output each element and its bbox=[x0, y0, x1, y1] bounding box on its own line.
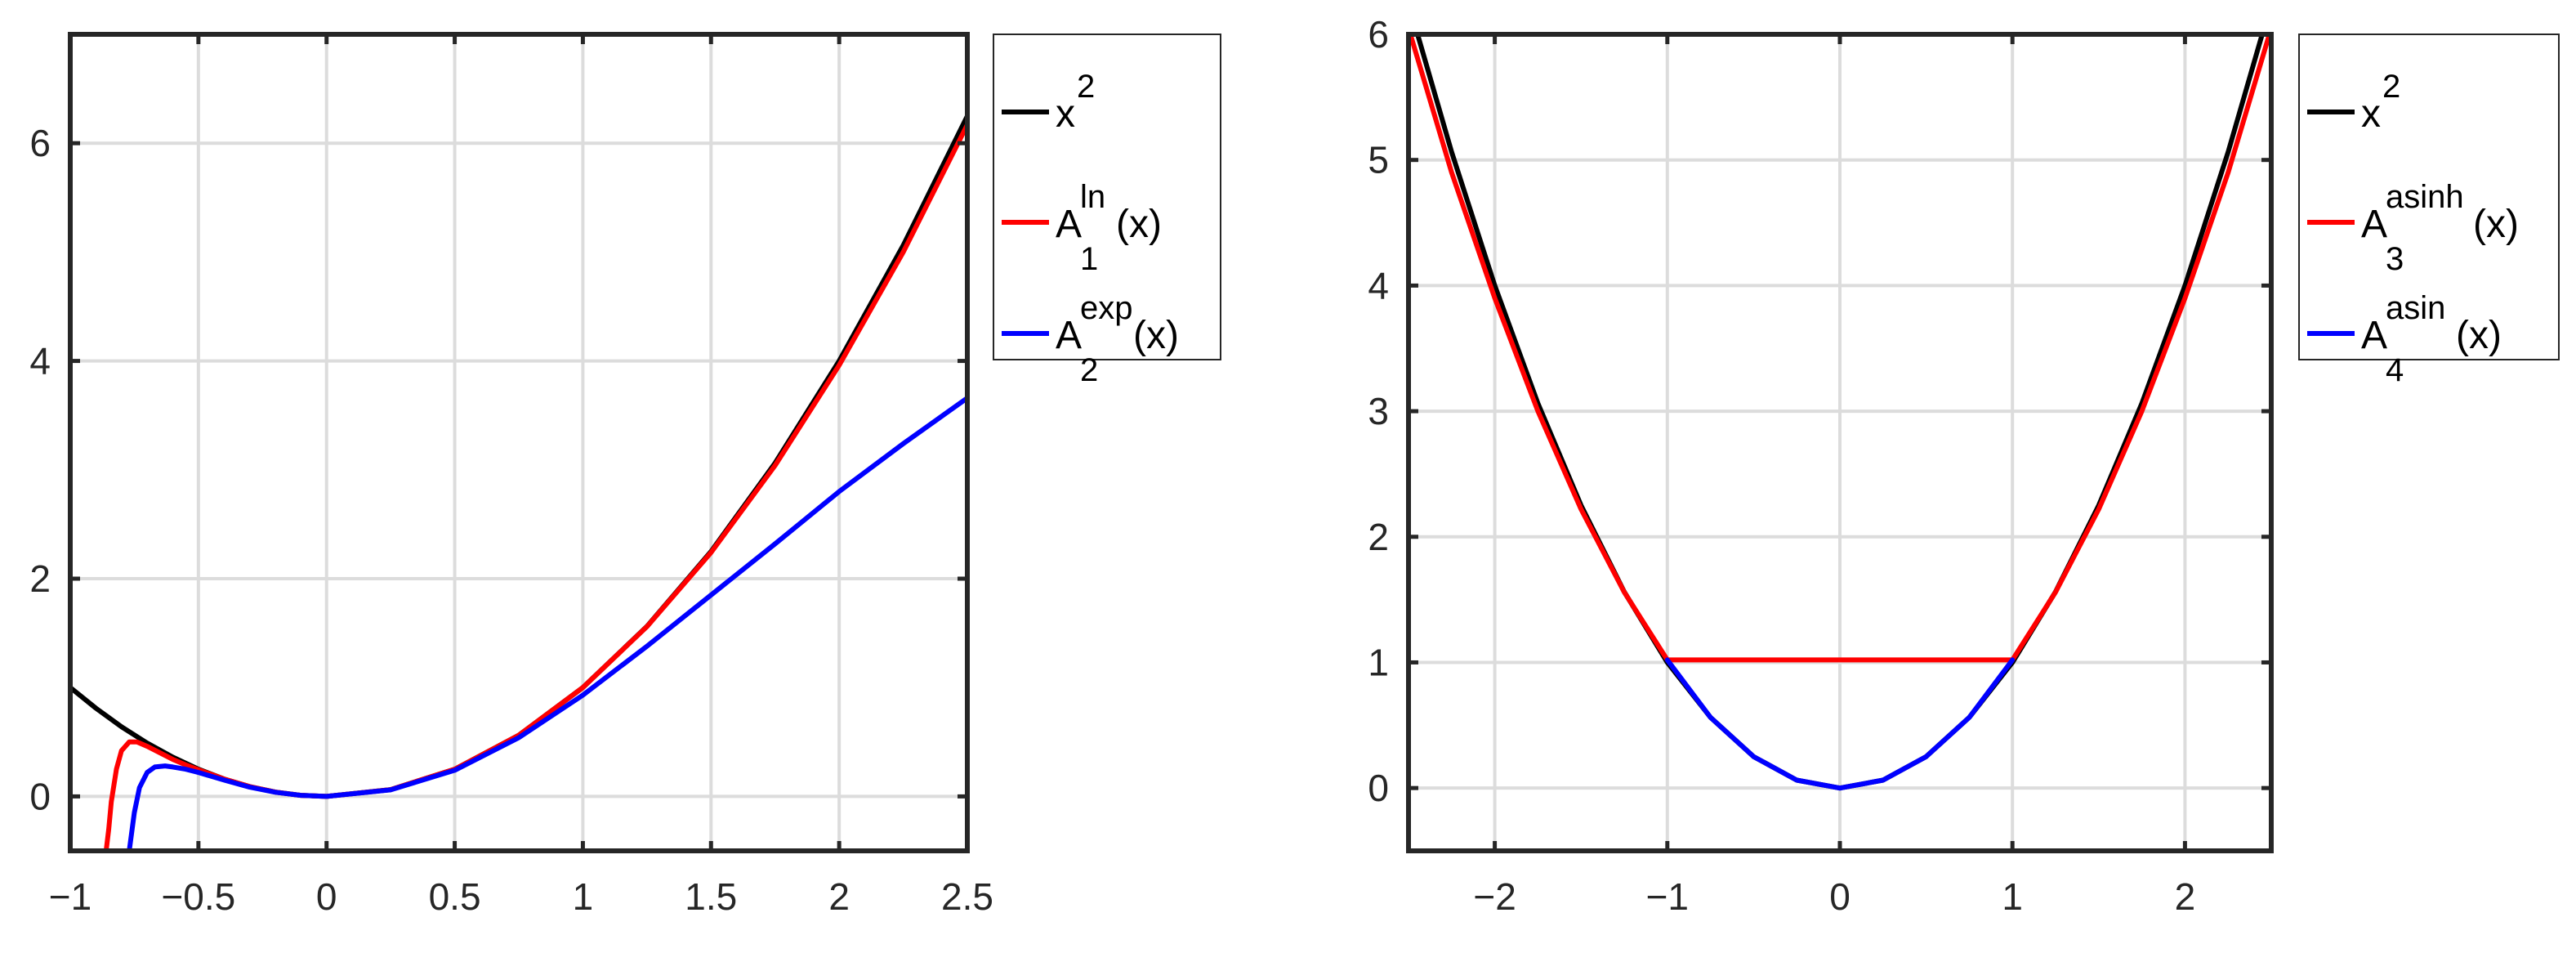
legend-item-0: x2 bbox=[2307, 69, 2400, 136]
legend-item-2: Aexp 2 (x) bbox=[1002, 290, 1179, 388]
legend-item-1: Aasinh 3 (x) bbox=[2307, 179, 2519, 277]
y-tick-label: 4 bbox=[29, 340, 51, 383]
x-tick-label: −1 bbox=[49, 875, 92, 918]
x-tick-label: −2 bbox=[1473, 875, 1516, 918]
legend: x2 Aasinh 3 (x) Aasin 4 (x) bbox=[2298, 34, 2560, 388]
legend-subscript: 4 bbox=[2386, 352, 2404, 388]
legend-label: Aln 1 (x) bbox=[1056, 179, 1162, 277]
legend-subscript: 2 bbox=[1080, 352, 1098, 388]
x-tick-label: −0.5 bbox=[161, 875, 235, 918]
legend-superscript: ln bbox=[1080, 179, 1105, 215]
x-tick-label: 2 bbox=[828, 875, 850, 918]
legend-superscript: 2 bbox=[1077, 69, 1095, 105]
x-tick-label: 0 bbox=[1829, 875, 1851, 918]
y-tick-label: 1 bbox=[1368, 641, 1389, 683]
y-tick-label: 5 bbox=[1368, 139, 1389, 181]
legend-superscript: asinh bbox=[2386, 179, 2464, 215]
x-tick-label: −1 bbox=[1646, 875, 1689, 918]
legend-superscript: asin bbox=[2386, 290, 2445, 326]
y-tick-label: 0 bbox=[29, 775, 51, 817]
x-tick-label: 1.5 bbox=[685, 875, 737, 918]
series-line-2 bbox=[127, 395, 967, 851]
x-tick-label: 0.5 bbox=[429, 875, 481, 918]
legend-label: Aasin 4 (x) bbox=[2361, 290, 2502, 388]
legend-box bbox=[2298, 34, 2560, 360]
y-tick-label: 4 bbox=[1368, 264, 1389, 306]
legend-label: x2 bbox=[2361, 69, 2400, 136]
legend-suffix: (x) bbox=[2456, 314, 2502, 357]
axes-box bbox=[68, 32, 970, 853]
legend-subscript: 1 bbox=[1080, 241, 1098, 277]
legend-label: x2 bbox=[1056, 69, 1095, 136]
legend-superscript: exp bbox=[1080, 290, 1133, 326]
legend-base: A bbox=[1056, 314, 1082, 357]
legend-base: A bbox=[2361, 314, 2387, 357]
legend-superscript: 2 bbox=[2382, 69, 2400, 105]
x-tick-label: 2 bbox=[2175, 875, 2196, 918]
legend-base: x bbox=[1056, 92, 1075, 136]
y-tick-label: 2 bbox=[1368, 516, 1389, 558]
x-tick-label: 1 bbox=[2002, 875, 2023, 918]
y-tick-label: 2 bbox=[29, 557, 51, 600]
legend-item-1: Aln 1 (x) bbox=[1002, 179, 1162, 277]
series-line-1 bbox=[1409, 34, 2271, 663]
legend-item-0: x2 bbox=[1002, 69, 1095, 136]
legend-box bbox=[993, 34, 1221, 360]
y-tick-label: 0 bbox=[1368, 767, 1389, 809]
series-line-2 bbox=[1664, 657, 2016, 791]
y-tick-label: 3 bbox=[1368, 390, 1389, 432]
legend-base: A bbox=[2361, 203, 2387, 246]
legend-subscript: 3 bbox=[2386, 241, 2404, 277]
x-tick-label: 2.5 bbox=[941, 875, 993, 918]
x-tick-label: 1 bbox=[573, 875, 594, 918]
legend-label: Aasinh 3 (x) bbox=[2361, 179, 2519, 277]
legend-suffix: (x) bbox=[2473, 203, 2519, 246]
legend-suffix: (x) bbox=[1133, 314, 1179, 357]
legend-suffix: (x) bbox=[1116, 203, 1162, 246]
y-tick-label: 6 bbox=[29, 122, 51, 164]
legend-base: A bbox=[1056, 203, 1082, 246]
x-tick-label: 0 bbox=[316, 875, 337, 918]
y-tick-label: 6 bbox=[1368, 13, 1389, 56]
legend-item-2: Aasin 4 (x) bbox=[2307, 290, 2502, 388]
legend-label: Aexp 2 (x) bbox=[1056, 290, 1179, 388]
plot-area bbox=[70, 34, 967, 851]
legend-base: x bbox=[2361, 92, 2381, 136]
